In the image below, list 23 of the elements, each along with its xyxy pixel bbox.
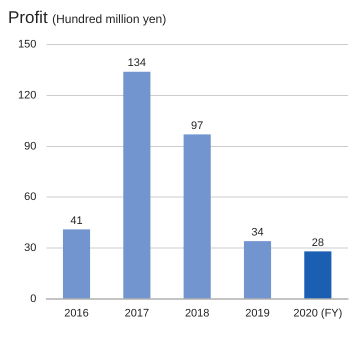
data-label: 34 (251, 226, 264, 239)
data-label: 41 (70, 214, 83, 227)
y-tick-label: 60 (24, 191, 36, 204)
x-tick-label: 2018 (184, 307, 210, 320)
chart-title: Profit (8, 8, 48, 27)
y-tick-label: 120 (18, 89, 36, 102)
x-tick-label: 2019 (245, 307, 270, 320)
bar (244, 241, 272, 298)
y-tick-label: 90 (24, 140, 36, 152)
bar (304, 251, 332, 298)
y-tick-label: 0 (30, 292, 36, 305)
y-tick-label: 150 (18, 38, 36, 51)
bar (62, 229, 90, 298)
data-label: 134 (128, 57, 146, 70)
chart-subtitle: (Hundred million yen) (52, 12, 166, 26)
x-tick-label: 2016 (64, 307, 89, 320)
data-label: 97 (191, 120, 204, 132)
x-tick-label: 2017 (124, 307, 150, 320)
data-label: 28 (312, 236, 324, 249)
y-tick-label: 30 (24, 242, 36, 254)
bar (123, 72, 150, 298)
x-tick-label: 2020 (FY) (293, 307, 342, 320)
bar (184, 134, 211, 298)
